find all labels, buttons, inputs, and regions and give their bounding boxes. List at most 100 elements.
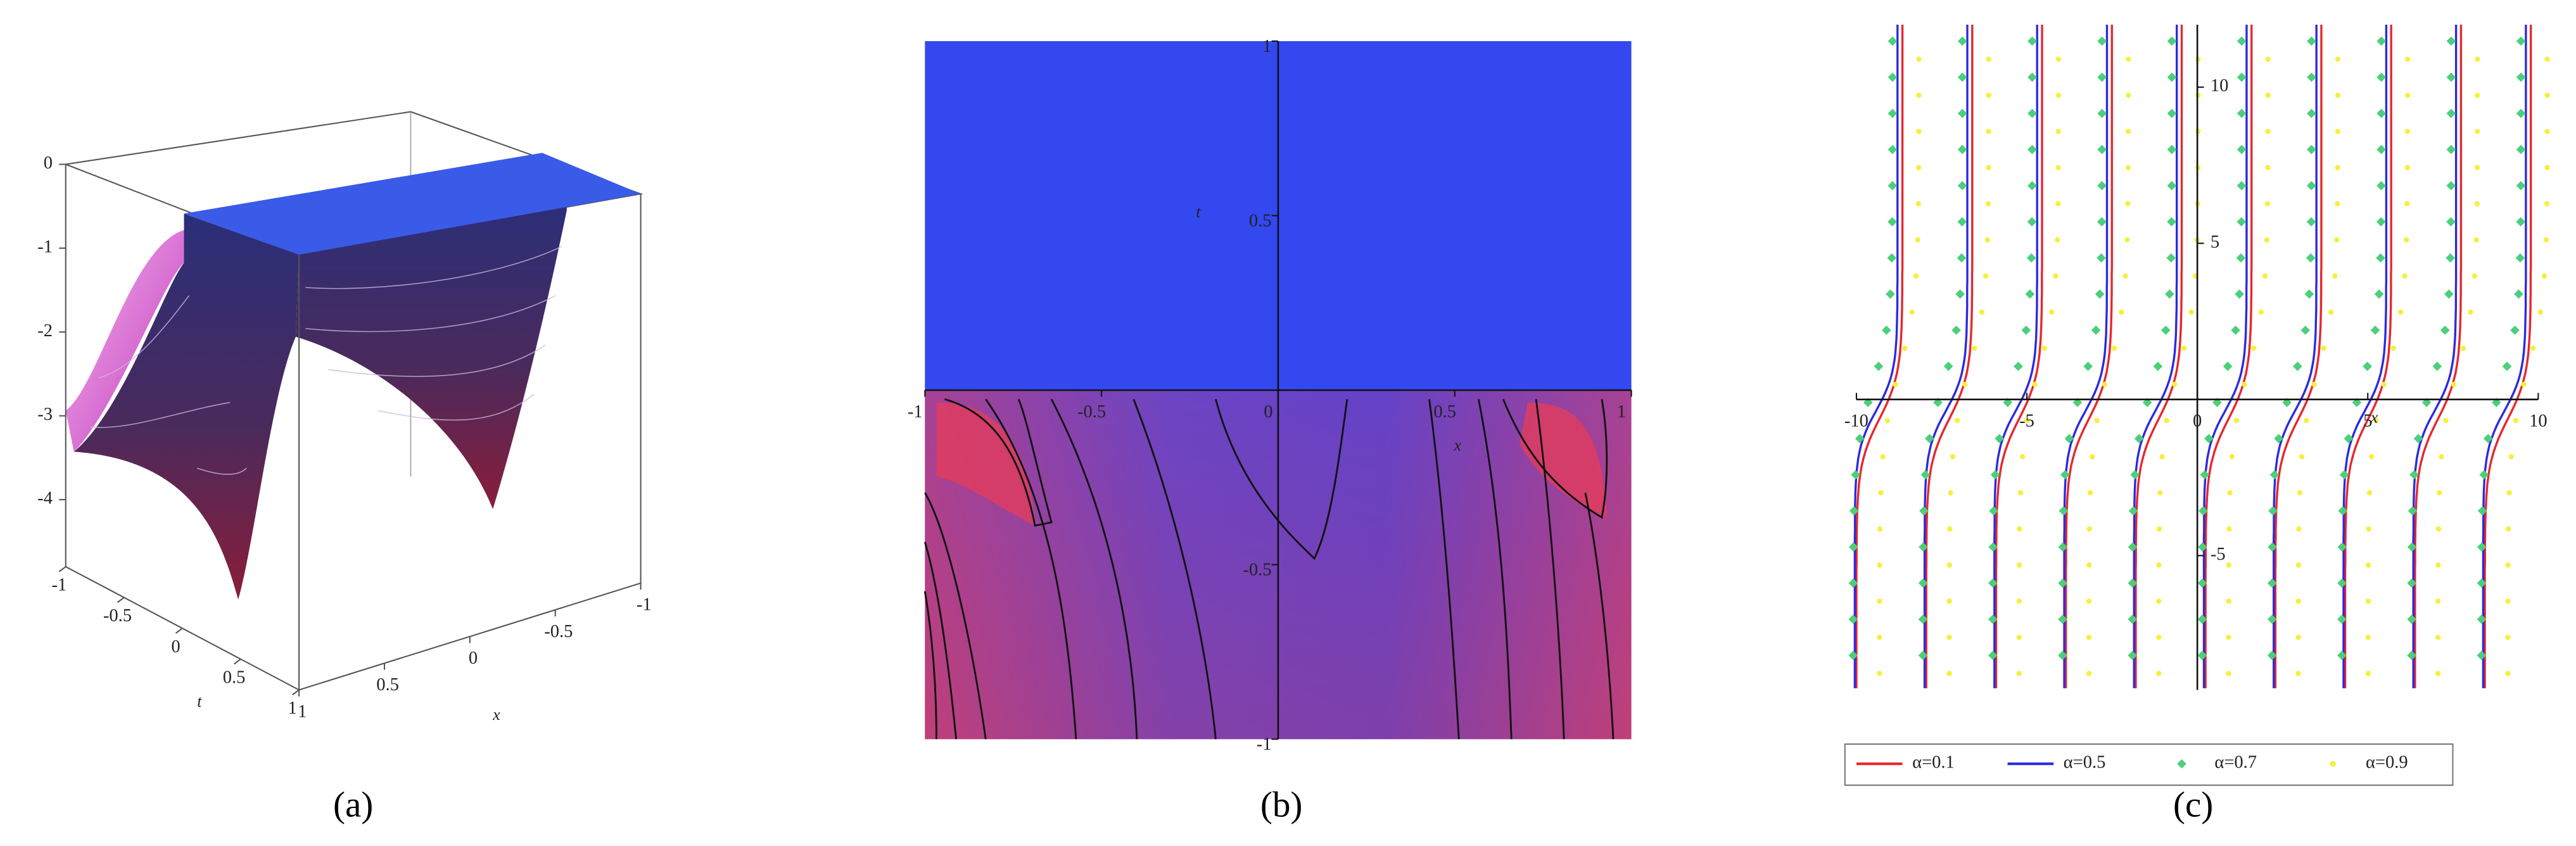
marker xyxy=(2027,217,2037,227)
marker xyxy=(2055,237,2060,243)
x-tick-label: -0.5 xyxy=(544,622,573,641)
t-tick xyxy=(233,659,241,665)
marker xyxy=(1946,634,1952,640)
marker xyxy=(2094,417,2100,424)
marker xyxy=(2156,634,2162,640)
marker xyxy=(1995,434,2005,443)
marker xyxy=(1918,578,1928,588)
marker xyxy=(2165,289,2174,299)
marker xyxy=(2404,56,2411,62)
marker xyxy=(2443,417,2449,424)
marker xyxy=(1984,237,1991,243)
marker xyxy=(1888,144,1898,155)
marker xyxy=(2376,108,2386,118)
marker xyxy=(2404,92,2411,98)
marker xyxy=(1877,598,1882,604)
marker xyxy=(1990,470,2000,480)
marker xyxy=(2242,381,2247,388)
marker xyxy=(2435,562,2441,568)
z-tick-label: -1 xyxy=(37,237,53,256)
x-tick-label: 0 xyxy=(469,648,478,668)
marker xyxy=(2097,108,2107,118)
marker xyxy=(2095,289,2105,299)
marker xyxy=(2390,345,2396,351)
marker xyxy=(1874,362,1884,371)
marker xyxy=(2304,417,2309,424)
marker xyxy=(1951,325,1961,335)
marker xyxy=(2446,217,2456,227)
marker xyxy=(1986,165,1991,170)
x-tick-label: -10 xyxy=(1844,412,1869,431)
marker xyxy=(1962,381,1968,388)
marker xyxy=(2197,578,2207,588)
marker xyxy=(2435,598,2441,604)
marker xyxy=(2055,92,2062,98)
marker xyxy=(2128,578,2138,588)
y-tick-label: 10 xyxy=(2211,76,2229,96)
marker xyxy=(2128,506,2138,516)
marker xyxy=(2398,309,2404,315)
marker xyxy=(2167,217,2176,227)
marker xyxy=(2516,108,2526,118)
marker xyxy=(1877,562,1882,568)
marker xyxy=(2237,144,2247,155)
curve xyxy=(2344,25,2392,688)
marker xyxy=(2474,165,2480,170)
marker xyxy=(2506,526,2511,532)
marker xyxy=(2237,180,2247,191)
marker xyxy=(2376,144,2386,155)
marker xyxy=(2237,36,2247,46)
marker xyxy=(2446,108,2456,118)
marker xyxy=(2097,180,2107,191)
marker xyxy=(2128,542,2138,552)
marker xyxy=(2513,417,2519,424)
marker xyxy=(2125,129,2131,134)
marker xyxy=(2090,454,2095,460)
marker xyxy=(1877,634,1882,640)
marker xyxy=(2016,634,2022,640)
marker xyxy=(1878,490,1884,496)
x-tick-label: -1 xyxy=(637,595,652,615)
marker xyxy=(2333,237,2340,243)
marker xyxy=(2226,671,2231,676)
marker xyxy=(2198,542,2207,552)
x-tick-label: 5 xyxy=(2363,412,2372,431)
legend-box xyxy=(1844,743,2454,786)
marker xyxy=(2332,273,2338,279)
curve xyxy=(1923,25,1969,688)
x-tick-label: -0.5 xyxy=(1077,402,1106,422)
marker xyxy=(2027,144,2037,155)
marker xyxy=(2328,309,2334,315)
marker xyxy=(2264,237,2270,243)
marker xyxy=(2156,526,2162,532)
marker xyxy=(2258,309,2264,315)
marker xyxy=(1925,434,1934,443)
curves xyxy=(1848,25,2550,688)
marker xyxy=(1989,506,1998,516)
marker xyxy=(2306,180,2316,191)
marker xyxy=(1954,417,1960,424)
marker xyxy=(1916,165,1922,170)
marker xyxy=(2237,72,2247,82)
marker xyxy=(2016,671,2022,676)
marker xyxy=(2435,634,2441,640)
marker xyxy=(2053,273,2059,279)
marker xyxy=(2296,526,2302,532)
marker xyxy=(2055,165,2061,170)
marker xyxy=(2156,671,2162,676)
marker xyxy=(2086,671,2092,676)
marker xyxy=(2231,325,2240,335)
marker xyxy=(2505,562,2511,568)
marker xyxy=(2446,36,2456,46)
marker xyxy=(2086,634,2092,640)
marker xyxy=(1988,542,1998,552)
marker xyxy=(2508,454,2514,460)
curve xyxy=(1925,25,1974,688)
marker xyxy=(2311,381,2317,388)
marker xyxy=(1957,72,1967,82)
marker xyxy=(2027,36,2037,46)
legend-label: α=0.1 xyxy=(1912,753,1955,773)
marker xyxy=(2026,253,2036,263)
z-tick-label: 0 xyxy=(44,153,53,173)
marker xyxy=(2097,144,2107,155)
